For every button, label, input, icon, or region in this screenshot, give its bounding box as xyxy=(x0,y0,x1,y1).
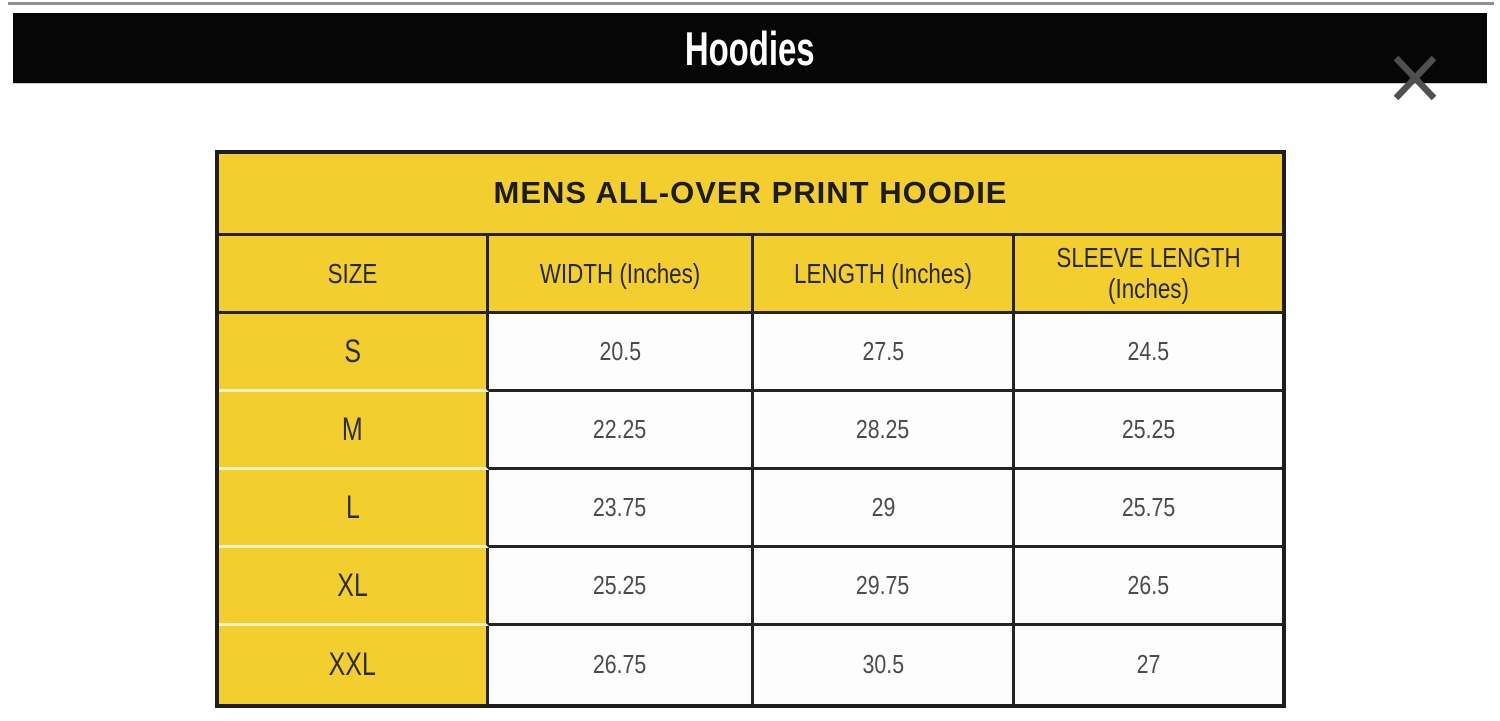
sleeve-cell: 25.25 xyxy=(1015,391,1282,470)
length-cell: 29.75 xyxy=(753,547,1015,626)
size-chart-title-cell: MENS ALL-OVER PRINT HOODIE xyxy=(219,154,1282,236)
sleeve-value: 25.75 xyxy=(1121,491,1176,522)
close-icon xyxy=(1389,53,1441,103)
length-cell: 30.5 xyxy=(753,625,1015,704)
width-cell: 20.5 xyxy=(488,313,754,392)
length-value: 28.25 xyxy=(856,413,910,444)
size-label: S xyxy=(344,332,361,369)
column-header-width: WIDTH (Inches) xyxy=(488,235,754,314)
width-value: 23.75 xyxy=(593,491,647,522)
width-value: 22.25 xyxy=(593,413,647,444)
size-cell: XXL xyxy=(219,625,489,704)
size-label: L xyxy=(345,488,360,525)
column-header-size: SIZE xyxy=(219,235,489,314)
sleeve-value: 25.25 xyxy=(1121,413,1176,444)
length-cell: 29 xyxy=(753,469,1015,548)
width-cell: 26.75 xyxy=(488,625,754,704)
modal-top-border xyxy=(8,2,1494,5)
size-label: XL xyxy=(337,566,368,603)
size-chart-title: MENS ALL-OVER PRINT HOODIE xyxy=(493,175,1008,211)
column-header-length-label: LENGTH (Inches) xyxy=(793,257,972,289)
size-label: M xyxy=(342,410,363,447)
length-cell: 28.25 xyxy=(753,391,1015,470)
length-value: 30.5 xyxy=(862,649,904,680)
sleeve-value: 26.5 xyxy=(1127,569,1170,600)
size-chart-table: MENS ALL-OVER PRINT HOODIE SIZE WIDTH (I… xyxy=(215,150,1286,708)
width-cell: 25.25 xyxy=(488,547,754,626)
length-value: 27.5 xyxy=(862,335,904,366)
modal-title: Hoodies xyxy=(685,21,815,75)
modal-header: Hoodies xyxy=(13,13,1487,83)
size-cell: M xyxy=(219,391,489,470)
width-cell: 23.75 xyxy=(488,469,754,548)
sleeve-cell: 27 xyxy=(1015,625,1282,704)
length-value: 29.75 xyxy=(856,569,910,600)
size-cell: XL xyxy=(219,547,489,626)
column-header-sleeve-length: SLEEVE LENGTH (Inches) xyxy=(1015,235,1282,314)
width-cell: 22.25 xyxy=(488,391,754,470)
sleeve-value: 27 xyxy=(1136,649,1161,680)
width-value: 20.5 xyxy=(599,335,641,366)
size-cell: S xyxy=(219,313,489,392)
sleeve-cell: 24.5 xyxy=(1015,313,1282,392)
column-header-width-label: WIDTH (Inches) xyxy=(539,257,701,289)
length-cell: 27.5 xyxy=(753,313,1015,392)
column-header-length: LENGTH (Inches) xyxy=(753,235,1015,314)
sleeve-cell: 25.75 xyxy=(1015,469,1282,548)
close-button[interactable] xyxy=(1386,50,1444,106)
sleeve-cell: 26.5 xyxy=(1015,547,1282,626)
sleeve-value: 24.5 xyxy=(1127,335,1170,366)
width-value: 25.25 xyxy=(593,569,647,600)
width-value: 26.75 xyxy=(593,649,647,680)
size-label: XXL xyxy=(328,646,377,683)
length-value: 29 xyxy=(871,491,895,522)
size-cell: L xyxy=(219,469,489,548)
column-header-sleeve-length-label: SLEEVE LENGTH (Inches) xyxy=(1056,242,1241,305)
column-header-size-label: SIZE xyxy=(327,257,378,289)
